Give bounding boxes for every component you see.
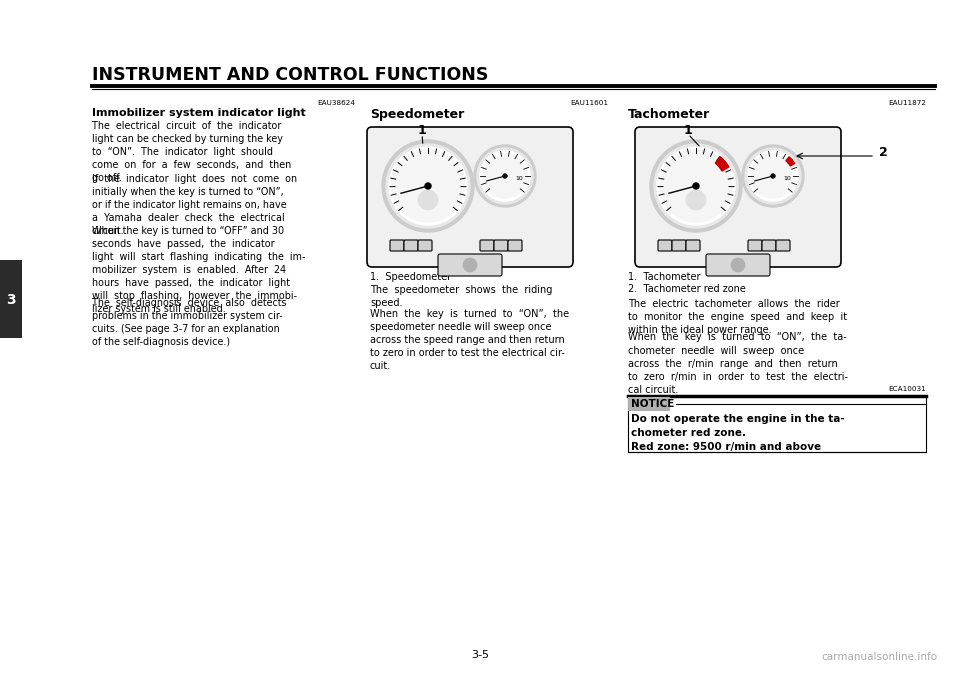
Circle shape [771, 174, 775, 178]
Circle shape [483, 154, 527, 198]
Wedge shape [715, 157, 729, 171]
Circle shape [418, 190, 438, 210]
Circle shape [463, 258, 477, 272]
Circle shape [425, 183, 431, 189]
Text: The  speedometer  shows  the  riding
speed.: The speedometer shows the riding speed. [370, 285, 552, 308]
Text: 1: 1 [418, 124, 426, 137]
Circle shape [742, 145, 804, 207]
FancyBboxPatch shape [480, 240, 494, 251]
Circle shape [731, 258, 745, 272]
Circle shape [477, 148, 533, 204]
Bar [628, 397, 670, 411]
Circle shape [686, 190, 706, 210]
Circle shape [480, 151, 530, 201]
Text: EAU11872: EAU11872 [888, 100, 926, 106]
Circle shape [751, 154, 795, 198]
Text: 2.  Tachometer red zone: 2. Tachometer red zone [628, 284, 746, 294]
FancyBboxPatch shape [404, 240, 418, 251]
FancyBboxPatch shape [706, 254, 770, 276]
Text: NOTICE: NOTICE [631, 399, 674, 409]
Circle shape [389, 147, 467, 225]
Circle shape [503, 174, 507, 178]
Circle shape [654, 144, 738, 228]
Circle shape [660, 150, 732, 222]
Bar [0, 260, 22, 338]
Text: 2: 2 [878, 146, 887, 159]
Text: EAU11601: EAU11601 [570, 100, 608, 106]
FancyBboxPatch shape [367, 127, 573, 267]
Circle shape [392, 150, 464, 222]
Circle shape [745, 148, 801, 204]
Text: 1.  Speedometer: 1. Speedometer [370, 272, 451, 282]
Text: EAU38624: EAU38624 [317, 100, 355, 106]
Bar [628, 396, 926, 452]
FancyBboxPatch shape [494, 240, 508, 251]
FancyBboxPatch shape [508, 240, 522, 251]
FancyBboxPatch shape [635, 127, 841, 267]
Text: Tachometer: Tachometer [628, 108, 710, 121]
Text: When  the  key  is  turned  to  “ON”,  the
speedometer needle will sweep once
ac: When the key is turned to “ON”, the spee… [370, 309, 569, 371]
Text: 10: 10 [516, 176, 523, 180]
Text: The  electric  tachometer  allows  the  rider
to  monitor  the  engine  speed  a: The electric tachometer allows the rider… [628, 299, 847, 335]
Text: Speedometer: Speedometer [370, 108, 465, 121]
Circle shape [474, 145, 536, 207]
Circle shape [650, 140, 742, 232]
Text: 3: 3 [6, 293, 15, 307]
FancyBboxPatch shape [686, 240, 700, 251]
Text: 3-5: 3-5 [471, 650, 489, 660]
Circle shape [657, 147, 735, 225]
FancyBboxPatch shape [762, 240, 776, 251]
Text: When  the  key  is  turned  to  “ON”,  the  ta-
chometer  needle  will  sweep  o: When the key is turned to “ON”, the ta- … [628, 332, 848, 395]
FancyBboxPatch shape [438, 254, 502, 276]
FancyBboxPatch shape [658, 240, 672, 251]
FancyBboxPatch shape [748, 240, 762, 251]
Text: The  electrical  circuit  of  the  indicator
light can be checked by turning the: The electrical circuit of the indicator … [92, 121, 291, 183]
Text: 1.  Tachometer: 1. Tachometer [628, 272, 701, 282]
Text: When the key is turned to “OFF” and 30
seconds  have  passed,  the  indicator
li: When the key is turned to “OFF” and 30 s… [92, 226, 305, 314]
Text: INSTRUMENT AND CONTROL FUNCTIONS: INSTRUMENT AND CONTROL FUNCTIONS [92, 66, 489, 84]
FancyBboxPatch shape [390, 240, 404, 251]
Wedge shape [786, 157, 795, 166]
Circle shape [382, 140, 474, 232]
Text: carmanualsonline.info: carmanualsonline.info [822, 652, 938, 662]
FancyBboxPatch shape [418, 240, 432, 251]
Text: Immobilizer system indicator light: Immobilizer system indicator light [92, 108, 305, 118]
Circle shape [748, 151, 798, 201]
Text: The  self-diagnosis  device  also  detects
problems in the immobilizer system ci: The self-diagnosis device also detects p… [92, 298, 286, 346]
Circle shape [693, 183, 699, 189]
FancyBboxPatch shape [672, 240, 686, 251]
Text: Do not operate the engine in the ta-
chometer red zone.
Red zone: 9500 r/min and: Do not operate the engine in the ta- cho… [631, 414, 845, 452]
Circle shape [386, 144, 470, 228]
FancyBboxPatch shape [776, 240, 790, 251]
Text: If  the  indicator  light  does  not  come  on
initially when the key is turned : If the indicator light does not come on … [92, 174, 298, 236]
Text: 1: 1 [684, 124, 692, 137]
Text: ECA10031: ECA10031 [888, 386, 926, 392]
Text: 10: 10 [783, 176, 791, 180]
